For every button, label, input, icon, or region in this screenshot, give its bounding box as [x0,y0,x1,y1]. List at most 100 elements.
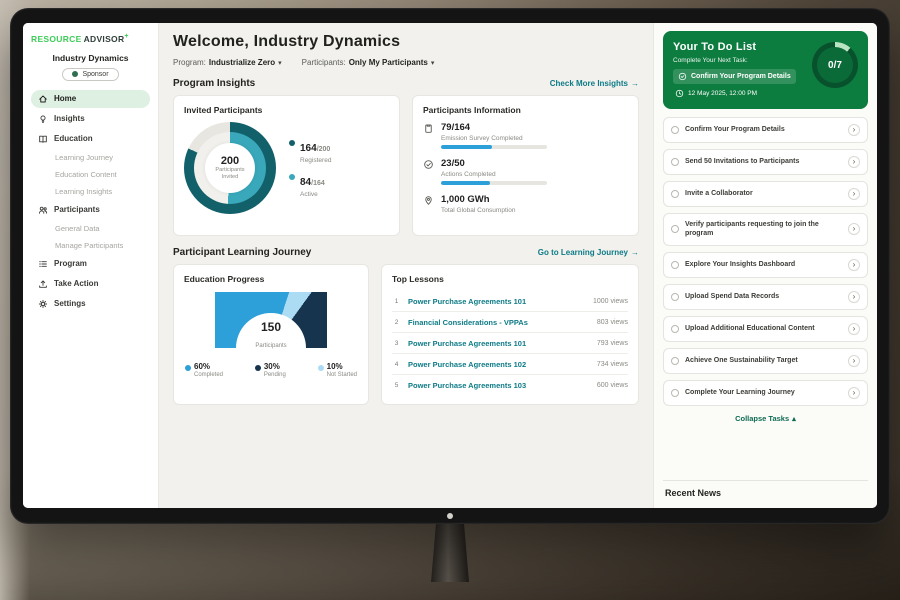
sidebar-item-label: Participants [54,205,100,215]
invited-legend: 164/200 Registered 84/164 Active [289,130,331,206]
lesson-rank: 1 [392,298,401,305]
legend-dot [255,365,261,371]
sidebar-item-label: Education Content [55,170,117,179]
chevron-right-icon[interactable]: › [848,223,860,235]
task-row[interactable]: Upload Spend Data Records › [663,284,868,310]
legend-label: Pending [264,372,286,378]
invited-total: 200 [221,155,239,167]
todo-summary-card: Your To Do List Complete Your Next Task:… [663,31,868,109]
task-label: Upload Additional Educational Content [685,324,842,333]
check-circle-icon [423,159,434,170]
logo-plus: + [124,33,128,40]
task-label: Complete Your Learning Journey [685,388,842,397]
task-checkbox[interactable] [671,325,679,333]
invited-donut-center: 200 Participants Invited [205,143,255,193]
chevron-right-icon[interactable]: › [848,323,860,335]
task-checkbox[interactable] [671,261,679,269]
sidebar-item-general-data[interactable]: General Data [31,221,150,236]
lesson-row[interactable]: 5 Power Purchase Agreements 103 600 view… [392,375,628,395]
collapse-tasks-button[interactable]: Collapse Tasks ▴ [735,414,796,423]
page-title: Welcome, Industry Dynamics [173,33,639,51]
sidebar-item-settings[interactable]: Settings [31,295,150,313]
task-checkbox[interactable] [671,126,679,134]
task-label: Send 50 Invitations to Participants [685,157,842,166]
task-label: Confirm Your Program Details [685,125,842,134]
task-checkbox[interactable] [671,190,679,198]
sidebar-item-home[interactable]: Home [31,90,150,108]
lesson-row[interactable]: 1 Power Purchase Agreements 101 1000 vie… [392,291,628,312]
task-checkbox[interactable] [671,357,679,365]
sidebar-item-insights[interactable]: Insights [31,110,150,128]
go-to-learning-journey-link[interactable]: Go to Learning Journey → [538,248,639,257]
chevron-right-icon[interactable]: › [848,188,860,200]
sidebar-item-program[interactable]: Program [31,255,150,273]
task-row[interactable]: Verify participants requesting to join t… [663,213,868,246]
task-checkbox[interactable] [671,293,679,301]
lesson-title[interactable]: Financial Considerations - VPPAs [408,318,590,327]
lesson-title[interactable]: Power Purchase Agreements 102 [408,360,590,369]
sponsor-badge-label: Sponsor [82,71,108,78]
sidebar-item-label: Manage Participants [55,241,123,250]
stat-actions-completed: 23/50 Actions Completed [423,158,628,185]
learning-cards-row: Education Progress 150 Participants 60% … [173,264,639,405]
participants-information-card: Participants Information 79/164 Emission… [412,95,639,236]
lesson-title[interactable]: Power Purchase Agreements 103 [408,381,590,390]
chevron-right-icon[interactable]: › [848,387,860,399]
task-row[interactable]: Confirm Your Program Details › [663,117,868,143]
lesson-row[interactable]: 2 Financial Considerations - VPPAs 803 v… [392,312,628,333]
sidebar-item-learning-insights[interactable]: Learning Insights [31,184,150,199]
lesson-rank: 2 [392,319,401,326]
task-row[interactable]: Send 50 Invitations to Participants › [663,149,868,175]
legend-pending: 30% Pending [255,362,286,378]
progress-bar [441,181,547,185]
todo-progress-ring: 0/7 [812,42,858,88]
sponsor-badge[interactable]: Sponsor [62,68,118,81]
chevron-right-icon[interactable]: › [848,156,860,168]
invited-participants-card: Invited Participants 200 Participants In… [173,95,400,236]
todo-progress-count: 0/7 [817,47,853,83]
task-row[interactable]: Invite a Collaborator › [663,181,868,207]
sidebar-item-education-content[interactable]: Education Content [31,167,150,182]
task-checkbox[interactable] [671,158,679,166]
program-filter[interactable]: Program: Industrialize Zero ▾ [173,58,282,67]
sidebar-item-education[interactable]: Education [31,130,150,148]
sidebar-item-take-action[interactable]: Take Action [31,275,150,293]
legend-label: Not Started [327,372,357,378]
legend-value: 164 [300,143,317,154]
participants-filter[interactable]: Participants: Only My Participants ▾ [302,58,435,67]
program-filter-label: Program: [173,58,206,67]
chevron-right-icon[interactable]: › [848,291,860,303]
lesson-row[interactable]: 4 Power Purchase Agreements 102 734 view… [392,354,628,375]
gear-icon [38,299,48,309]
lesson-title[interactable]: Power Purchase Agreements 101 [408,297,586,306]
task-checkbox[interactable] [671,389,679,397]
recent-news-title: Recent News [665,488,721,498]
stat-value: 23/50 [441,158,547,169]
task-row[interactable]: Achieve One Sustainability Target › [663,348,868,374]
chevron-right-icon[interactable]: › [848,124,860,136]
task-checkbox[interactable] [671,225,679,233]
photo-background: RESOURCEADVISOR+ Industry Dynamics Spons… [0,0,900,600]
task-row[interactable]: Complete Your Learning Journey › [663,380,868,406]
logo-text-advisor: ADVISOR [84,34,125,44]
check-more-insights-link[interactable]: Check More Insights → [550,79,639,88]
sidebar-item-learning-journey[interactable]: Learning Journey [31,150,150,165]
todo-next-task[interactable]: Confirm Your Program Details [673,69,796,84]
sidebar-item-label: Settings [54,299,86,309]
monitor-stand [431,520,469,582]
location-pin-icon [423,195,434,206]
chevron-right-icon[interactable]: › [848,259,860,271]
chevron-right-icon[interactable]: › [848,355,860,367]
task-label: Verify participants requesting to join t… [685,220,842,239]
legend-registered: 164/200 Registered [289,138,331,164]
lesson-views: 1000 views [593,298,628,305]
task-row[interactable]: Upload Additional Educational Content › [663,316,868,342]
lesson-row[interactable]: 3 Power Purchase Agreements 101 793 view… [392,333,628,354]
legend-total: /200 [317,146,331,153]
task-row[interactable]: Explore Your Insights Dashboard › [663,252,868,278]
sidebar-item-participants[interactable]: Participants [31,201,150,219]
sidebar-item-manage-participants[interactable]: Manage Participants [31,238,150,253]
stat-label: Total Global Consumption [441,207,515,214]
card-title: Top Lessons [392,274,628,284]
lesson-title[interactable]: Power Purchase Agreements 101 [408,339,590,348]
